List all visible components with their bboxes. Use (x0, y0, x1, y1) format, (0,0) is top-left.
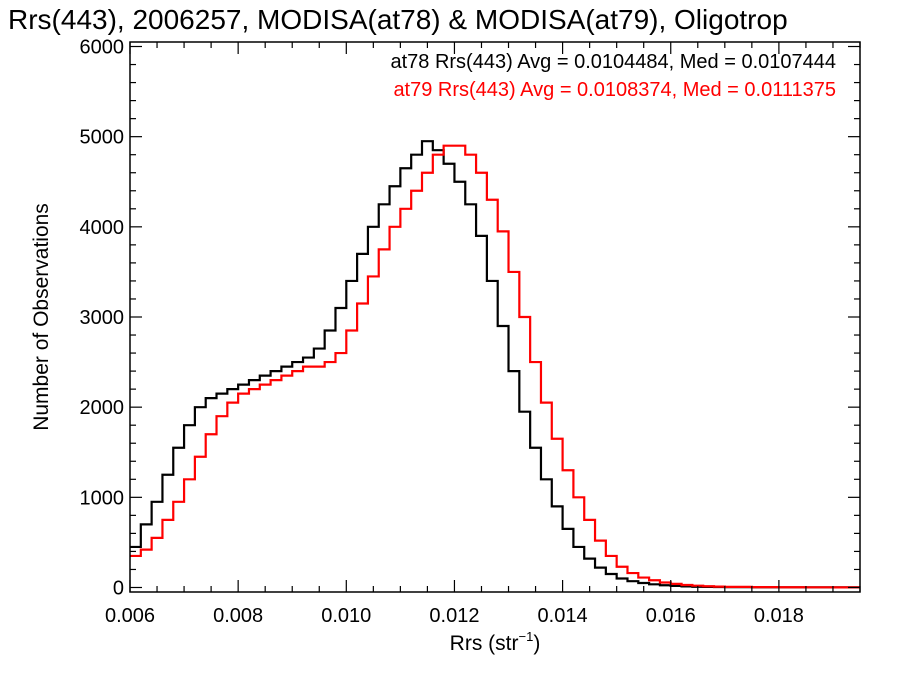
y-tick-label: 6000 (80, 37, 125, 59)
x-tick-label: 0.006 (105, 605, 155, 627)
x-axis-label-superscript: −1 (519, 629, 534, 644)
x-tick-label: 0.014 (538, 605, 588, 627)
legend: at78 Rrs(443) Avg = 0.0104484, Med = 0.0… (390, 51, 836, 101)
x-tick-label: 0.010 (321, 605, 371, 627)
chart-title: Rrs(443), 2006257, MODISA(at78) & MODISA… (8, 4, 788, 35)
y-tick-label: 0 (113, 577, 124, 599)
series-line-2 (130, 144, 860, 589)
x-tick-label: 0.018 (754, 605, 804, 627)
axes-layer: 0.006 0.008 0.010 0.012 0.014 0.016 0.018 0 1000… (80, 37, 861, 627)
y-tick-label: 5000 (80, 127, 125, 149)
x-tick-label: 0.016 (646, 605, 696, 627)
x-axis-label-close: ) (533, 632, 540, 655)
series-layer (130, 140, 860, 589)
y-tick-label: 4000 (80, 217, 125, 239)
series-line-1 (130, 140, 860, 589)
y-axis-label: Number of Observations (30, 203, 53, 431)
legend-entry-2: at79 Rrs(443) Avg = 0.0108374, Med = 0.0… (393, 79, 836, 101)
x-tick-label: 0.008 (213, 605, 263, 627)
plot-frame (129, 41, 861, 593)
x-axis-label: Rrs (str−1) (450, 629, 541, 655)
y-tick-label: 1000 (80, 487, 125, 509)
x-axis-label-main: Rrs (str (450, 632, 519, 655)
legend-entry-1: at78 Rrs(443) Avg = 0.0104484, Med = 0.0… (390, 51, 836, 73)
x-tick-label: 0.012 (429, 605, 479, 627)
y-tick-label: 2000 (80, 397, 125, 419)
y-tick-label: 3000 (80, 307, 125, 329)
